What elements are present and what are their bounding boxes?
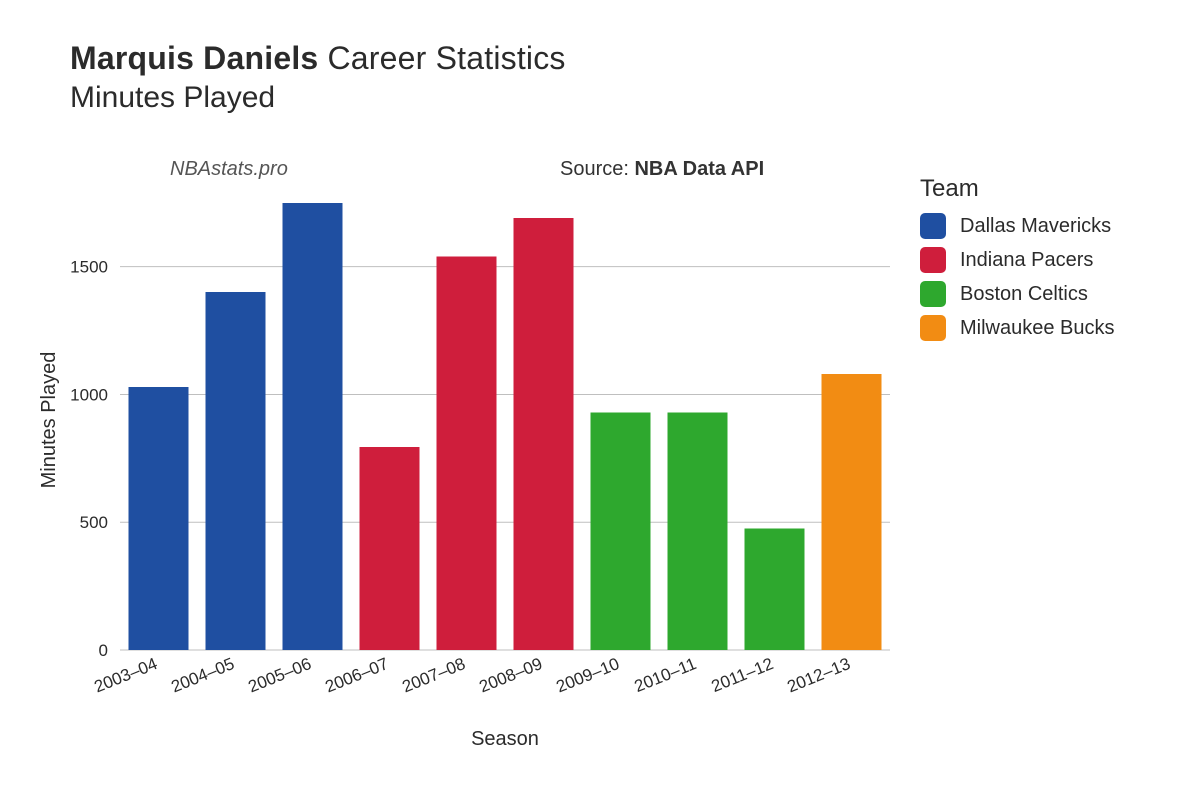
bar-chart: 0 500 1000 1500 2003–042004–052005–062006–07… <box>0 0 1200 800</box>
legend-item: Indiana Pacers <box>920 247 1115 273</box>
x-tick-label: 2012–13 <box>785 654 853 696</box>
x-tick-label: 2008–09 <box>477 654 545 696</box>
legend-title: Team <box>920 175 1115 203</box>
svg-text:1000: 1000 <box>70 385 108 404</box>
x-tick-label: 2009–10 <box>554 654 622 696</box>
legend: Team Dallas Mavericks Indiana Pacers Bosto… <box>920 175 1115 349</box>
x-tick-label: 2010–11 <box>632 654 699 696</box>
x-tick-label: 2007–08 <box>400 654 468 696</box>
legend-swatch <box>920 213 946 239</box>
legend-item: Boston Celtics <box>920 281 1115 307</box>
legend-label: Boston Celtics <box>960 283 1088 306</box>
x-tick-label: 2004–05 <box>169 654 237 696</box>
svg-text:0: 0 <box>99 641 108 660</box>
x-tick-label: 2005–06 <box>246 654 314 696</box>
bar <box>282 203 342 650</box>
bar <box>513 218 573 650</box>
bar <box>667 412 727 650</box>
x-axis-label: Season <box>471 728 539 750</box>
bar <box>205 292 265 650</box>
bar <box>590 412 650 650</box>
svg-text:1500: 1500 <box>70 258 108 277</box>
legend-swatch <box>920 315 946 341</box>
legend-label: Milwaukee Bucks <box>960 317 1115 340</box>
legend-item: Milwaukee Bucks <box>920 315 1115 341</box>
bar <box>821 374 881 650</box>
legend-label: Indiana Pacers <box>960 249 1093 272</box>
x-tick-label: 2011–12 <box>709 654 776 696</box>
legend-swatch <box>920 247 946 273</box>
x-tick-label: 2003–04 <box>92 654 160 696</box>
bar <box>744 529 804 650</box>
y-axis-label: Minutes Played <box>38 352 60 489</box>
bar <box>436 256 496 650</box>
legend-label: Dallas Mavericks <box>960 215 1111 238</box>
legend-item: Dallas Mavericks <box>920 213 1115 239</box>
bar <box>128 387 188 650</box>
legend-swatch <box>920 281 946 307</box>
x-tick-label: 2006–07 <box>323 654 391 696</box>
bar <box>359 447 419 650</box>
chart-area: 0 500 1000 1500 2003–042004–052005–062006–07… <box>0 0 1200 800</box>
svg-text:500: 500 <box>80 513 108 532</box>
